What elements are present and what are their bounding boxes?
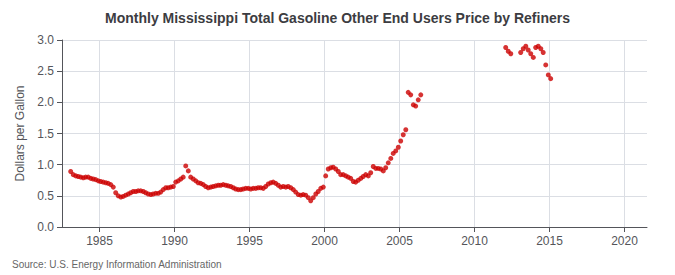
svg-text:Monthly Mississippi Total Gaso: Monthly Mississippi Total Gasoline Other…	[105, 10, 570, 26]
svg-text:2000: 2000	[311, 234, 338, 248]
svg-text:1995: 1995	[236, 234, 263, 248]
svg-text:0.5: 0.5	[37, 189, 54, 203]
svg-text:2015: 2015	[536, 234, 563, 248]
svg-text:0.0: 0.0	[37, 220, 54, 234]
svg-text:1985: 1985	[86, 234, 113, 248]
svg-text:2.5: 2.5	[37, 64, 54, 78]
svg-text:2020: 2020	[611, 234, 638, 248]
svg-text:1990: 1990	[161, 234, 188, 248]
svg-text:2010: 2010	[461, 234, 488, 248]
svg-text:1.0: 1.0	[37, 158, 54, 172]
svg-text:2005: 2005	[386, 234, 413, 248]
svg-text:Source: U.S. Energy Informatio: Source: U.S. Energy Information Administ…	[12, 259, 222, 270]
svg-text:1.5: 1.5	[37, 127, 54, 141]
svg-text:Dollars per Gallon: Dollars per Gallon	[13, 85, 27, 181]
svg-text:2.0: 2.0	[37, 95, 54, 109]
svg-text:3.0: 3.0	[37, 33, 54, 47]
